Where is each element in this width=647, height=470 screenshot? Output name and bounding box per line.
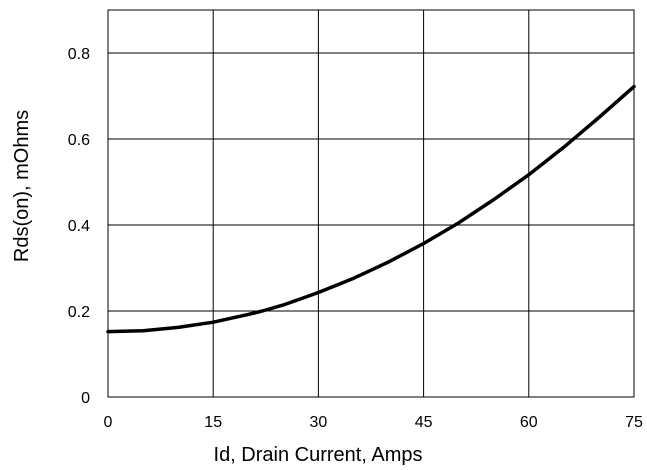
x-tick-label-60: 60 [520, 414, 538, 431]
x-tick-label-0: 0 [104, 414, 113, 431]
y-tick-label-0.2: 0.2 [68, 304, 90, 321]
y-tick-label-0: 0 [81, 390, 90, 407]
x-tick-label-30: 30 [310, 414, 328, 431]
y-tick-label-0.8: 0.8 [68, 46, 90, 63]
plot-border [107, 9, 635, 398]
grid-lines [108, 10, 634, 397]
plot-frame [107, 9, 635, 398]
series-layer [106, 84, 636, 334]
y-tick-labels: 0 0.2 0.4 0.6 0.8 [68, 46, 90, 407]
y-tick-label-0.4: 0.4 [68, 218, 90, 235]
y-axis-label: Rds(on), mOhms [11, 110, 33, 262]
x-tick-labels: 0 15 30 45 60 75 [104, 414, 643, 431]
x-tick-label-45: 45 [415, 414, 433, 431]
x-tick-label-75: 75 [625, 414, 643, 431]
series-line-0 [106, 84, 636, 334]
y-tick-label-0.6: 0.6 [68, 132, 90, 149]
x-tick-label-15: 15 [204, 414, 222, 431]
x-axis-label: Id, Drain Current, Amps [214, 444, 423, 466]
